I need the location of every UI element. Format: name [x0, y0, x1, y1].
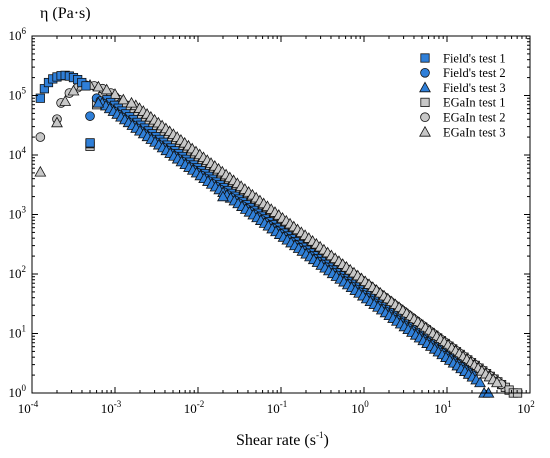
y-tick-label: 106	[9, 26, 27, 43]
legend-label: EGaIn test 3	[443, 125, 505, 139]
y-tick-label: 105	[9, 86, 27, 103]
y-tick-label: 102	[9, 264, 27, 281]
x-tick-label: 101	[434, 399, 452, 416]
series-5	[34, 78, 503, 388]
x-axis-title: Shear rate (s-1)	[236, 430, 329, 449]
y-tick-label: 101	[9, 324, 27, 341]
legend-item: EGaIn test 3	[419, 125, 505, 139]
x-tick-label: 102	[517, 399, 535, 416]
data-point	[85, 138, 95, 148]
x-tick-label: 10-4	[18, 399, 39, 416]
legend-label: EGaIn test 2	[443, 111, 505, 125]
series-2	[92, 96, 495, 398]
legend-item: EGaIn test 2	[420, 111, 505, 125]
data-point	[482, 386, 495, 398]
axis-tick-labels: 10-4 10-3 10-2 10-1 100 101 102 100 101 102 103 104…	[9, 26, 535, 416]
y-tick-label: 104	[9, 145, 27, 162]
data-point	[35, 132, 46, 142]
data-point	[85, 111, 95, 121]
legend-label: EGaIn test 1	[443, 96, 505, 110]
data-point	[491, 376, 503, 388]
legend-item: Field's test 3	[419, 81, 506, 95]
legend-marker	[420, 112, 430, 123]
y-tick-label: 103	[9, 205, 27, 222]
y-tick-label: 100	[9, 383, 27, 400]
legend-marker	[420, 53, 430, 63]
legend-marker	[419, 125, 431, 137]
legend-marker	[420, 97, 430, 107]
data-point	[125, 96, 138, 108]
x-tick-label: 10-2	[184, 399, 205, 416]
chart-marks	[34, 70, 523, 398]
data-point	[81, 81, 91, 91]
data-point	[117, 93, 130, 105]
data-point	[34, 165, 47, 177]
data-point	[474, 376, 486, 388]
data-point	[92, 80, 105, 92]
axis-ticks	[31, 35, 531, 394]
legend-label: Field's test 3	[443, 81, 506, 95]
data-point	[59, 95, 72, 106]
legend-item: Field's test 2	[420, 66, 506, 80]
y-axis-title: η (Pa·s)	[40, 5, 91, 22]
x-tick-label: 10-3	[101, 399, 122, 416]
data-point	[100, 83, 113, 95]
x-tick-label: 100	[351, 399, 369, 416]
legend-item: Field's test 1	[420, 51, 506, 65]
legend-item: EGaIn test 1	[420, 96, 505, 110]
data-point	[92, 96, 105, 108]
legend-marker	[419, 81, 431, 93]
x-tick-label: 10-1	[267, 399, 288, 416]
legend-marker	[420, 67, 430, 78]
data-point	[35, 93, 45, 103]
data-point	[217, 190, 229, 202]
legend-label: Field's test 1	[443, 51, 506, 65]
legend-label: Field's test 2	[443, 66, 506, 80]
data-point	[51, 116, 63, 128]
